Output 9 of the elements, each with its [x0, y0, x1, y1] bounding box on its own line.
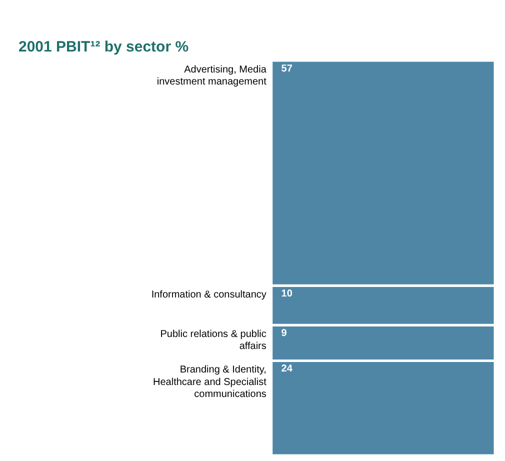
series-label: Branding & Identity, Healthcare and Specialist communications	[152, 364, 267, 400]
series-label: Advertising, Media investment management	[156, 64, 267, 88]
data-label: 57	[281, 64, 293, 74]
series-label: Public relations & public affairs	[160, 329, 266, 352]
text: 2001 PBIT¹² by sector %	[18, 38, 189, 56]
series-label: Information & consultancy	[151, 290, 266, 301]
data-label: 9	[281, 328, 288, 340]
data-label: 10	[281, 288, 293, 300]
data-label: 24	[281, 364, 293, 375]
